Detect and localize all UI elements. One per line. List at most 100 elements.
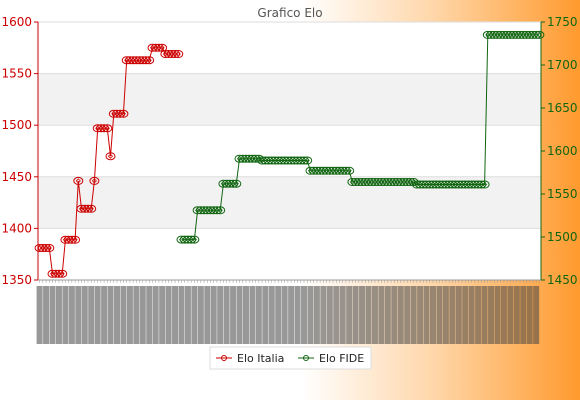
data-point-elo-fide[interactable]	[340, 166, 351, 175]
data-point-elo-italia[interactable]	[99, 124, 110, 133]
data-point-elo-fide[interactable]	[299, 156, 309, 165]
data-point-elo-fide[interactable]	[405, 178, 416, 186]
data-point-elo-fide[interactable]	[476, 180, 487, 189]
x-tick-label	[468, 286, 475, 344]
data-point-inner-elo-italia	[46, 245, 52, 251]
data-point-elo-fide[interactable]	[186, 235, 197, 244]
x-tick-label	[455, 286, 462, 344]
x-tick-label	[81, 286, 88, 344]
data-point-elo-italia[interactable]	[170, 50, 180, 58]
data-point-elo-italia[interactable]	[44, 244, 55, 252]
data-point-elo-fide[interactable]	[344, 166, 355, 175]
x-tick-label	[184, 286, 191, 344]
data-point-inner-elo-italia	[88, 206, 94, 212]
x-tick-label	[365, 286, 372, 344]
x-tick-label	[230, 286, 237, 344]
x-tick-label	[378, 286, 385, 344]
x-tick-label	[275, 286, 282, 344]
y-axis-left: 1350 1400 1450 1500 1550 1600	[1, 15, 38, 287]
x-tick-label	[178, 286, 185, 344]
data-point-inner-elo-italia	[91, 178, 97, 184]
data-point-elo-fide[interactable]	[228, 179, 239, 188]
x-tick-label	[320, 286, 327, 344]
data-point-elo-italia[interactable]	[102, 124, 113, 133]
x-tick-label	[223, 286, 230, 344]
x-tick-label	[49, 286, 56, 344]
x-tick-label	[436, 286, 443, 344]
data-point-elo-italia[interactable]	[153, 43, 164, 52]
x-tick-label	[197, 286, 204, 344]
data-point-elo-italia[interactable]	[83, 204, 93, 213]
data-point-inner-elo-fide	[217, 207, 223, 213]
data-point-elo-fide[interactable]	[302, 156, 313, 165]
x-tick-label	[139, 286, 146, 344]
x-tick-label	[55, 286, 62, 344]
x-tick-label	[133, 286, 140, 344]
x-tick-label	[242, 286, 249, 344]
data-point-inner-elo-italia	[120, 111, 126, 117]
x-tick-label	[346, 286, 353, 344]
legend-box	[209, 346, 372, 370]
grid-band	[38, 73, 541, 126]
legend-item-elo-italia[interactable]: Elo Italia	[216, 352, 284, 365]
x-tick-label	[449, 286, 456, 344]
data-point-elo-italia[interactable]	[41, 244, 52, 252]
data-point-inner-elo-fide	[482, 181, 488, 188]
x-tick-label	[384, 286, 391, 344]
data-point-elo-fide[interactable]	[231, 179, 242, 188]
data-point-elo-fide[interactable]	[479, 180, 490, 189]
x-tick-label	[417, 286, 424, 344]
x-tick-label	[391, 286, 398, 344]
data-point-elo-italia[interactable]	[73, 176, 84, 185]
data-point-elo-italia[interactable]	[57, 269, 68, 278]
x-tick-label	[481, 286, 488, 344]
data-point-inner-elo-italia	[175, 51, 181, 57]
x-tick-label	[488, 286, 495, 344]
data-point-elo-italia[interactable]	[70, 235, 81, 244]
x-tick-label	[301, 286, 308, 344]
data-point-elo-italia[interactable]	[115, 109, 126, 118]
data-point-elo-italia[interactable]	[144, 56, 155, 65]
x-tick-label	[217, 286, 224, 344]
data-point-elo-fide[interactable]	[531, 30, 542, 39]
x-tick-label	[371, 286, 378, 344]
data-point-elo-fide[interactable]	[534, 30, 545, 39]
x-tick-label	[520, 286, 527, 344]
data-point-inner-elo-fide	[191, 237, 197, 243]
x-tick-label	[68, 286, 75, 344]
x-tick-label	[281, 286, 288, 344]
x-tick-label	[120, 286, 127, 344]
y-right-tick-label: 1450	[547, 273, 578, 287]
y-left-tick-label: 1500	[1, 118, 32, 132]
data-point-inner-elo-fide	[536, 32, 542, 38]
x-tick-label	[313, 286, 320, 344]
data-point-elo-italia[interactable]	[141, 56, 151, 65]
data-point-inner-elo-italia	[75, 178, 81, 184]
data-point-elo-italia[interactable]	[118, 109, 129, 118]
legend: Elo Italia Elo FIDE	[209, 346, 372, 370]
x-tick-label	[288, 286, 295, 344]
x-tick-label	[339, 286, 346, 344]
x-tick-label	[294, 286, 301, 344]
x-tick-label	[333, 286, 340, 344]
data-point-inner-elo-fide	[304, 157, 310, 164]
data-point-elo-italia[interactable]	[89, 176, 100, 185]
data-point-elo-fide[interactable]	[212, 206, 222, 215]
data-point-elo-fide[interactable]	[215, 206, 226, 215]
x-tick-label	[429, 286, 436, 344]
plot-background	[37, 21, 542, 281]
x-tick-label	[397, 286, 404, 344]
data-point-elo-fide[interactable]	[189, 235, 200, 244]
data-point-elo-italia[interactable]	[105, 152, 116, 161]
data-point-elo-fide[interactable]	[253, 154, 264, 163]
data-point-elo-italia[interactable]	[86, 204, 97, 213]
x-tick-label	[326, 286, 333, 344]
data-point-inner-elo-fide	[346, 168, 352, 174]
data-point-elo-fide[interactable]	[408, 178, 419, 186]
data-point-elo-italia[interactable]	[66, 235, 77, 244]
data-point-elo-italia[interactable]	[54, 269, 64, 278]
data-point-elo-italia[interactable]	[173, 50, 184, 58]
data-point-elo-fide[interactable]	[250, 154, 261, 163]
legend-item-elo-fide[interactable]: Elo FIDE	[298, 352, 364, 365]
